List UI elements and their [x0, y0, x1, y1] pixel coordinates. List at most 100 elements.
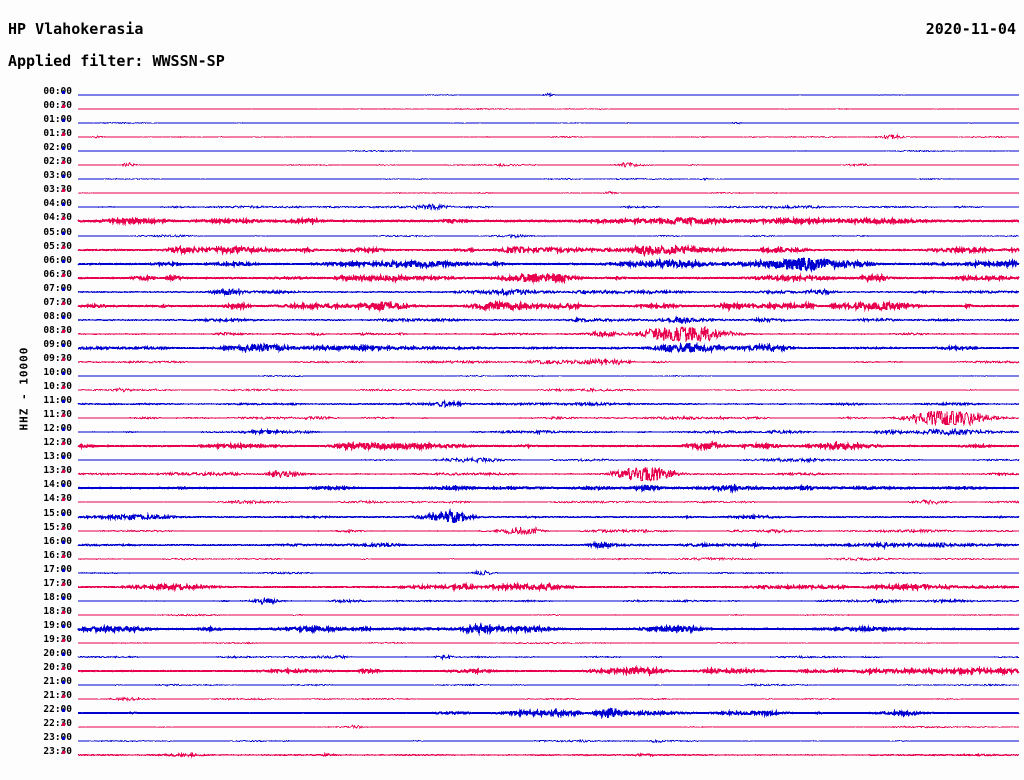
axis-tick-mark [62, 709, 65, 713]
trace-row[interactable]: 11:00 [0, 396, 1024, 411]
axis-tick-mark [62, 695, 65, 699]
trace-row[interactable]: 14:30 [0, 493, 1024, 509]
axis-tick-mark [62, 414, 65, 418]
helicorder-plot: 00:00 00:30 01:00 01:30 02:00 02:30 03:00 03:30… [0, 80, 1024, 780]
trace-time-label: 19:00 [43, 619, 72, 631]
trace-row[interactable]: 19:30 [0, 634, 1024, 650]
trace-time-label: 21:00 [43, 676, 72, 688]
trace-time-label: 18:30 [43, 605, 72, 617]
trace-row[interactable]: 09:30 [0, 353, 1024, 369]
axis-tick-mark [62, 147, 65, 151]
trace-row[interactable]: 12:30 [0, 438, 1024, 453]
trace-row[interactable]: 20:30 [0, 663, 1024, 678]
trace-row[interactable]: 23:30 [0, 747, 1024, 762]
trace-row[interactable]: 22:00 [0, 705, 1024, 720]
trace-row[interactable]: 21:00 [0, 676, 1024, 692]
applied-filter-label: Applied filter: WWSSN-SP [8, 52, 225, 70]
trace-row[interactable]: 13:00 [0, 451, 1024, 467]
trace-row[interactable]: 23:00 [0, 732, 1024, 748]
trace-waveform [77, 692, 1020, 706]
trace-row[interactable]: 05:30 [0, 240, 1024, 257]
trace-time-label: 22:30 [43, 718, 72, 730]
trace-row[interactable]: 09:00 [0, 338, 1024, 355]
axis-tick-mark [62, 498, 65, 502]
trace-waveform [77, 341, 1020, 355]
trace-waveform [77, 214, 1020, 228]
trace-row[interactable]: 18:30 [0, 605, 1024, 622]
trace-row[interactable]: 22:30 [0, 718, 1024, 734]
trace-row[interactable]: 00:30 [0, 101, 1024, 116]
trace-row[interactable]: 10:00 [0, 368, 1024, 383]
axis-tick-mark [62, 217, 65, 221]
trace-waveform [78, 88, 1020, 102]
trace-row[interactable]: 15:30 [0, 522, 1024, 538]
trace-row[interactable]: 19:00 [0, 619, 1024, 636]
trace-waveform [77, 130, 1020, 144]
trace-row[interactable]: 17:00 [0, 564, 1024, 580]
axis-tick-mark [62, 161, 65, 165]
trace-time-label: 07:30 [43, 296, 72, 308]
trace-waveform [77, 664, 1020, 678]
axis-tick-mark [62, 386, 65, 390]
trace-time-label: 16:00 [43, 535, 72, 547]
trace-waveform [77, 552, 1020, 566]
trace-row[interactable]: 06:30 [0, 269, 1024, 285]
trace-waveform [77, 313, 1019, 327]
trace-time-label: 20:00 [43, 648, 72, 659]
trace-waveform [77, 734, 1020, 748]
trace-row[interactable]: 06:00 [0, 255, 1024, 273]
trace-row[interactable]: 11:30 [0, 410, 1024, 427]
trace-waveform [77, 172, 1020, 186]
trace-row[interactable]: 02:00 [0, 143, 1024, 158]
axis-tick-mark [62, 203, 65, 207]
trace-row[interactable]: 15:00 [0, 507, 1024, 524]
trace-waveform [77, 271, 1020, 285]
trace-waveform [77, 453, 1020, 467]
trace-row[interactable]: 07:00 [0, 283, 1024, 299]
trace-waveform [77, 439, 1020, 453]
trace-row[interactable]: 16:00 [0, 535, 1024, 552]
trace-row[interactable]: 00:00 [0, 87, 1024, 102]
trace-row[interactable]: 13:30 [0, 466, 1024, 482]
axis-tick-mark [62, 259, 65, 263]
trace-row[interactable]: 04:30 [0, 213, 1024, 228]
axis-tick-mark [62, 357, 65, 361]
trace-waveform [77, 566, 1020, 580]
trace-waveform [77, 325, 1020, 343]
trace-time-label: 05:30 [43, 240, 72, 252]
trace-waveform [77, 706, 1020, 720]
trace-row[interactable]: 04:00 [0, 199, 1024, 214]
trace-waveform [77, 608, 1020, 622]
trace-time-label: 05:00 [43, 226, 72, 238]
trace-row[interactable]: 17:30 [0, 578, 1024, 594]
trace-row[interactable]: 01:30 [0, 129, 1024, 144]
axis-tick-mark [62, 470, 65, 474]
axis-tick-mark [62, 119, 65, 123]
axis-tick-mark [62, 723, 65, 727]
trace-time-label: 13:00 [43, 451, 72, 463]
trace-row[interactable]: 10:30 [0, 382, 1024, 397]
trace-time-label: 09:00 [43, 338, 72, 350]
trace-row[interactable]: 21:30 [0, 691, 1024, 706]
axis-tick-mark [62, 610, 65, 614]
trace-row[interactable]: 03:30 [0, 185, 1024, 200]
trace-row[interactable]: 01:00 [0, 115, 1024, 130]
trace-waveform [77, 369, 1020, 383]
trace-row[interactable]: 14:00 [0, 480, 1024, 495]
axis-tick-mark [62, 596, 65, 600]
trace-row[interactable]: 20:00 [0, 648, 1024, 664]
trace-time-label: 16:30 [43, 549, 72, 561]
trace-row[interactable]: 02:30 [0, 157, 1024, 172]
trace-row[interactable]: 16:30 [0, 549, 1024, 566]
trace-row[interactable]: 12:00 [0, 424, 1024, 439]
axis-tick-mark [62, 484, 65, 488]
trace-row[interactable]: 18:00 [0, 592, 1024, 608]
trace-time-label: 14:30 [43, 493, 72, 505]
trace-row[interactable]: 05:00 [0, 226, 1024, 243]
trace-row[interactable]: 07:30 [0, 296, 1024, 313]
trace-row[interactable]: 08:00 [0, 311, 1024, 327]
trace-time-label: 23:00 [43, 732, 72, 744]
trace-row[interactable]: 08:30 [0, 325, 1024, 343]
trace-row[interactable]: 03:00 [0, 171, 1024, 186]
